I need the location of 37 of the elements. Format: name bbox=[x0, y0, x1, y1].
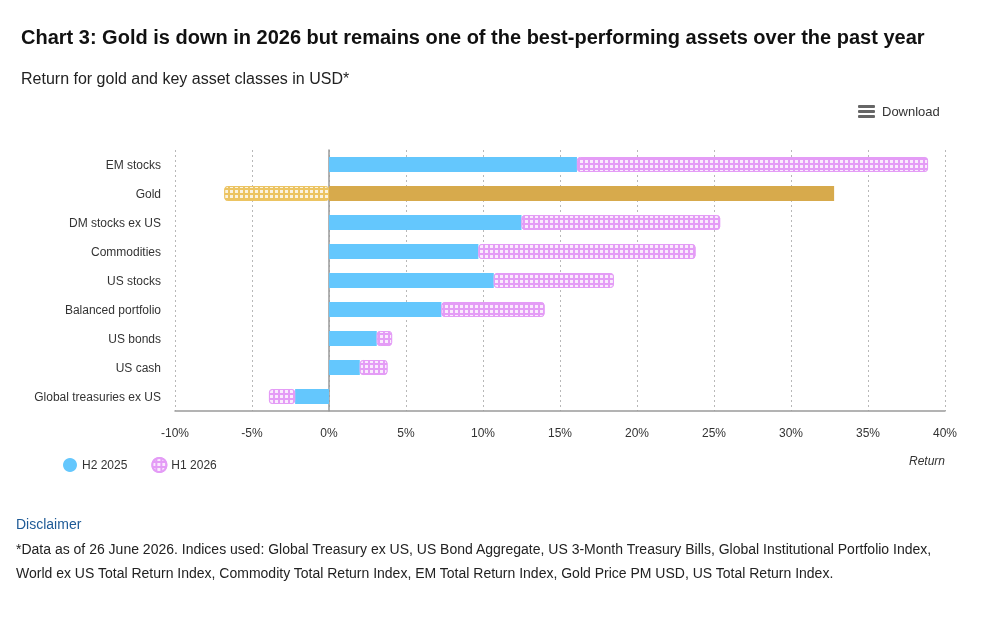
legend-label: H1 2026 bbox=[171, 458, 218, 472]
bar bbox=[329, 215, 522, 230]
x-tick-label: 10% bbox=[470, 426, 496, 440]
chart-subtitle: Return for gold and key asset classes in USD* bbox=[21, 69, 350, 87]
y-tick-label: US cash bbox=[115, 360, 161, 375]
bar bbox=[329, 157, 577, 172]
bar bbox=[329, 186, 835, 201]
y-tick-label: Global treasuries ex US bbox=[34, 389, 161, 404]
bar bbox=[329, 244, 479, 259]
x-tick-label: 20% bbox=[624, 426, 650, 440]
y-tick-label: EM stocks bbox=[105, 157, 161, 172]
x-tick-label: 5% bbox=[397, 426, 415, 440]
x-tick-label: -10% bbox=[160, 426, 190, 440]
x-tick-label: 30% bbox=[778, 426, 804, 440]
bar bbox=[295, 389, 329, 404]
x-tick-label: 0% bbox=[320, 426, 338, 440]
x-axis-title: Return bbox=[908, 454, 946, 468]
y-tick-label: US bonds bbox=[108, 331, 161, 346]
chart-title: Chart 3: Gold is down in 2026 but remains one of the best-performing assets over the past year bbox=[21, 26, 925, 48]
x-tick-label: 15% bbox=[547, 426, 573, 440]
y-tick-label: Commodities bbox=[90, 244, 161, 259]
bar bbox=[329, 273, 494, 288]
text: Disclaimer bbox=[16, 515, 82, 534]
y-tick-label: DM stocks ex US bbox=[68, 215, 161, 230]
bar bbox=[329, 331, 377, 346]
legend-label: H2 2025 bbox=[82, 458, 128, 472]
y-tick-label: US stocks bbox=[106, 273, 161, 288]
y-tick-label: Balanced portfolio bbox=[64, 302, 162, 317]
y-tick-label: Gold bbox=[135, 186, 161, 201]
text: Download bbox=[882, 104, 940, 119]
x-tick-label: 35% bbox=[855, 426, 881, 440]
x-tick-label: 40% bbox=[932, 426, 958, 440]
bar bbox=[329, 302, 442, 317]
x-tick-label: 25% bbox=[701, 426, 727, 440]
text: *Data as of 26 June 2026. Indices used: Global Treasury ex US, US Bond Aggregate, US 3-Month Treasury Bills, Global Institutional Portfolio Index, World ex US Total Return Index, Commodity Total Return Index, EM Total Return Index, Gold Price PM USD, US Total Return Index. bbox=[16, 539, 933, 583]
x-tick-label: -5% bbox=[241, 426, 263, 440]
bar bbox=[329, 360, 360, 375]
